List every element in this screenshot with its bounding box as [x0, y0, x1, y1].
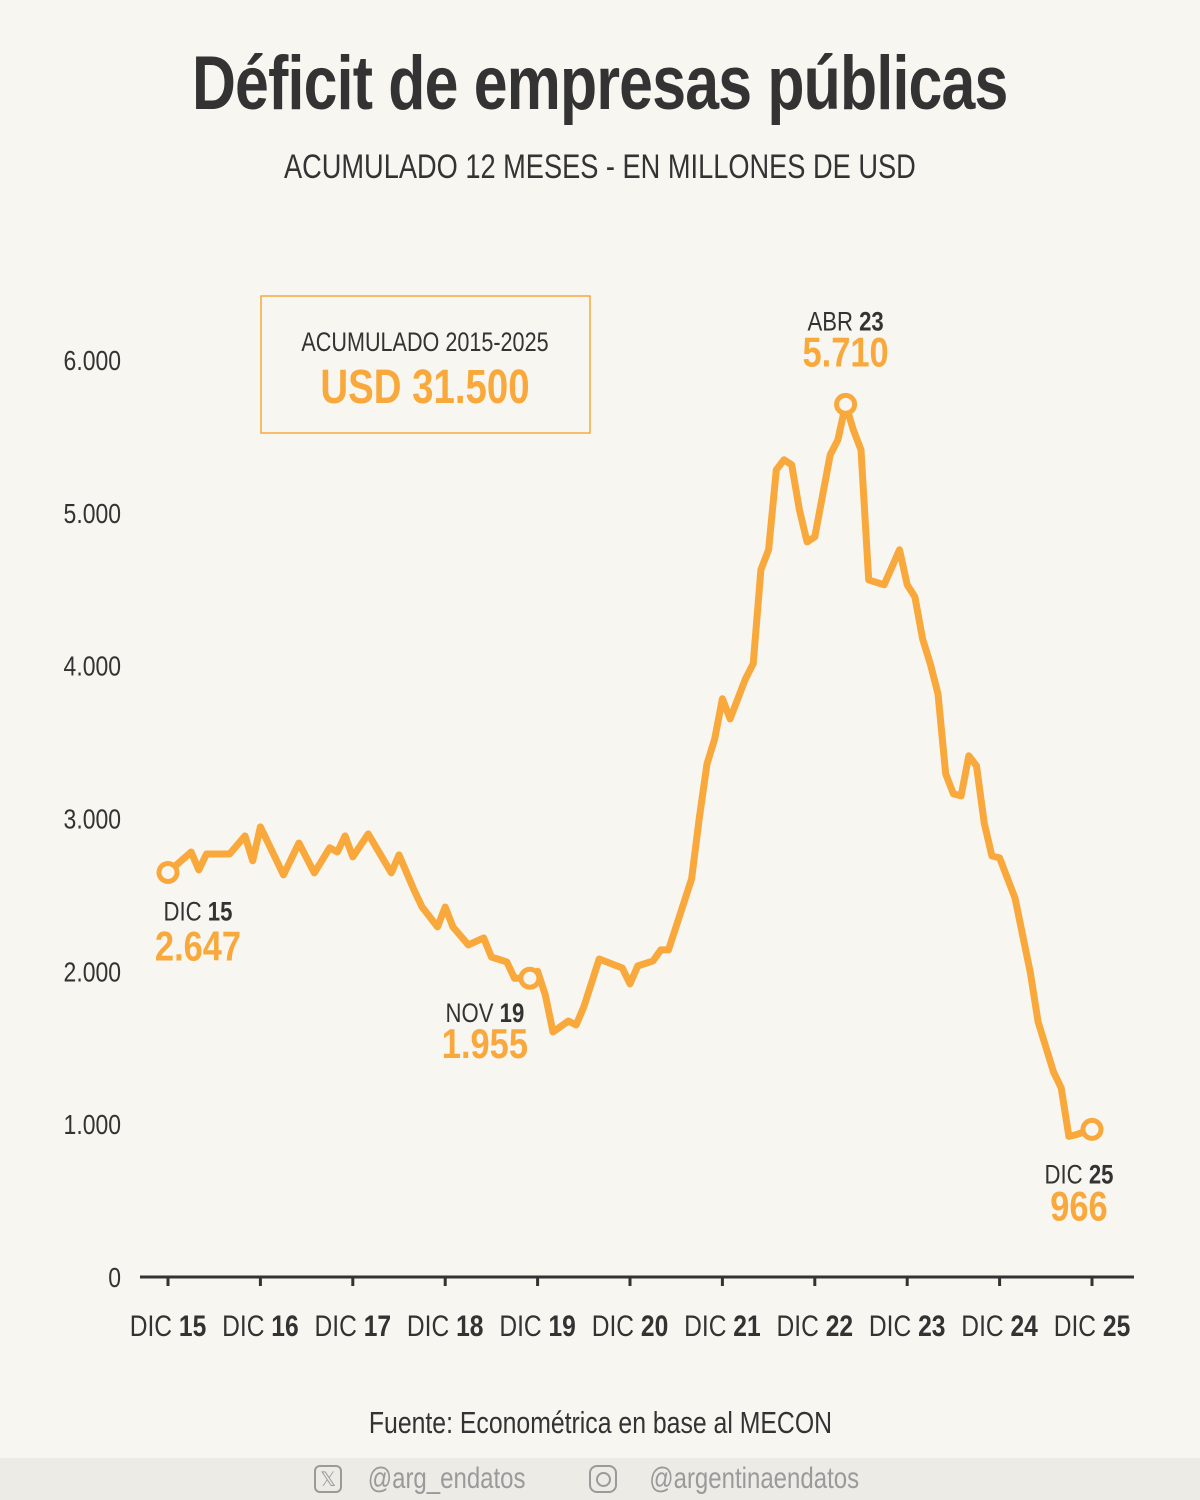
x-tick-label: DIC 24 — [961, 1309, 1038, 1343]
x-tick-year: 22 — [826, 1309, 853, 1343]
x-tick-month: DIC — [777, 1309, 826, 1343]
x-tick-month: DIC — [499, 1309, 548, 1343]
x-tick-month: DIC — [407, 1309, 456, 1343]
y-tick-label: 4.000 — [64, 652, 121, 683]
annotation-marker — [834, 392, 858, 416]
instagram-handle[interactable]: @argentinaendatos — [589, 1462, 885, 1496]
annotation-date: ABR 23 — [807, 307, 883, 337]
highlight-box-value: USD 31.500 — [320, 361, 529, 414]
annotation-month: ABR — [807, 307, 859, 337]
annotation-year: 15 — [208, 897, 233, 927]
annotation-date: NOV 19 — [446, 999, 525, 1029]
x-tick-year: 23 — [918, 1309, 945, 1343]
x-tick-year: 17 — [364, 1309, 391, 1343]
instagram-icon — [589, 1465, 618, 1493]
chart-subtitle: ACUMULADO 12 MESES - EN MILLONES DE USD — [284, 148, 916, 186]
data-line — [164, 400, 1096, 1140]
annotation-month: DIC — [164, 897, 208, 927]
annotation-value: 1.955 — [442, 1021, 528, 1068]
x-axis: DIC 15 DIC 16 DIC 17 DIC 18 DIC 19 DIC 20 DIC … — [130, 1275, 1134, 1343]
source-note: Fuente: Econométrica en base al MECON — [368, 1405, 832, 1440]
x-tick-label: DIC 16 — [222, 1309, 299, 1343]
x-tick-label: DIC 19 — [499, 1309, 576, 1343]
x-tick-label: DIC 20 — [592, 1309, 669, 1343]
x-tick-month: DIC — [222, 1309, 271, 1343]
x-tick-label: DIC 23 — [869, 1309, 946, 1343]
y-tick-label: 2.000 — [64, 957, 121, 988]
annotation-marker — [1080, 1117, 1104, 1141]
x-tick-month: DIC — [869, 1309, 918, 1343]
x-tick-label: DIC 15 — [130, 1309, 207, 1343]
x-tick-year: 19 — [549, 1309, 576, 1343]
x-tick-year: 25 — [1103, 1309, 1130, 1343]
y-tick-label: 3.000 — [64, 804, 121, 835]
x-tick-label: DIC 18 — [407, 1309, 484, 1343]
x-tick-month: DIC — [315, 1309, 364, 1343]
annotation-year: 19 — [500, 999, 525, 1029]
annotations: DIC 152.647 NOV 191.955 ABR 235.710 DIC 259… — [155, 307, 1114, 1230]
annotation-marker — [518, 966, 542, 990]
highlight-box-label: ACUMULADO 2015-2025 — [301, 328, 548, 358]
annotation-month: NOV — [446, 999, 500, 1029]
annotation-date: DIC 15 — [164, 897, 233, 927]
x-tick-label: DIC 21 — [684, 1309, 761, 1343]
x-tick-month: DIC — [684, 1309, 733, 1343]
y-tick-label: 0 — [108, 1263, 121, 1294]
y-tick-label: 6.000 — [64, 346, 121, 377]
highlight-box: ACUMULADO 2015-2025 USD 31.500 — [260, 295, 591, 434]
x-tick-year: 15 — [179, 1309, 206, 1343]
x-tick-label: DIC 22 — [777, 1309, 854, 1343]
y-axis: 0 1.000 2.000 3.000 4.000 5.000 6.000 — [64, 346, 121, 1294]
x-logo-icon: 𝕏 — [314, 1465, 343, 1493]
y-tick-label: 5.000 — [64, 499, 121, 530]
footer: 𝕏 @arg_endatos @argentinaendatos — [0, 1458, 1200, 1500]
series-line — [164, 400, 1096, 1140]
x-tick-label: DIC 25 — [1054, 1309, 1131, 1343]
x-tick-month: DIC — [1054, 1309, 1103, 1343]
annotation-month: DIC — [1045, 1160, 1089, 1190]
chart-title: Déficit de empresas públicas — [192, 41, 1008, 126]
x-tick-month: DIC — [592, 1309, 641, 1343]
annotation-value: 966 — [1050, 1183, 1107, 1230]
twitter-handle[interactable]: 𝕏 @arg_endatos — [314, 1462, 545, 1496]
y-tick-label: 1.000 — [64, 1110, 121, 1141]
x-tick-year: 16 — [271, 1309, 298, 1343]
annotation-year: 25 — [1089, 1160, 1114, 1190]
x-tick-month: DIC — [130, 1309, 179, 1343]
x-tick-year: 24 — [1011, 1309, 1039, 1343]
x-tick-year: 18 — [456, 1309, 483, 1343]
annotation-value: 5.710 — [803, 329, 889, 376]
annotation-marker — [156, 860, 180, 884]
x-tick-year: 21 — [733, 1309, 760, 1343]
x-tick-label: DIC 17 — [315, 1309, 392, 1343]
x-tick-month: DIC — [961, 1309, 1010, 1343]
annotation-year: 23 — [859, 307, 884, 337]
annotation-value: 2.647 — [155, 923, 241, 970]
annotation-date: DIC 25 — [1045, 1160, 1114, 1190]
x-tick-year: 20 — [641, 1309, 668, 1343]
